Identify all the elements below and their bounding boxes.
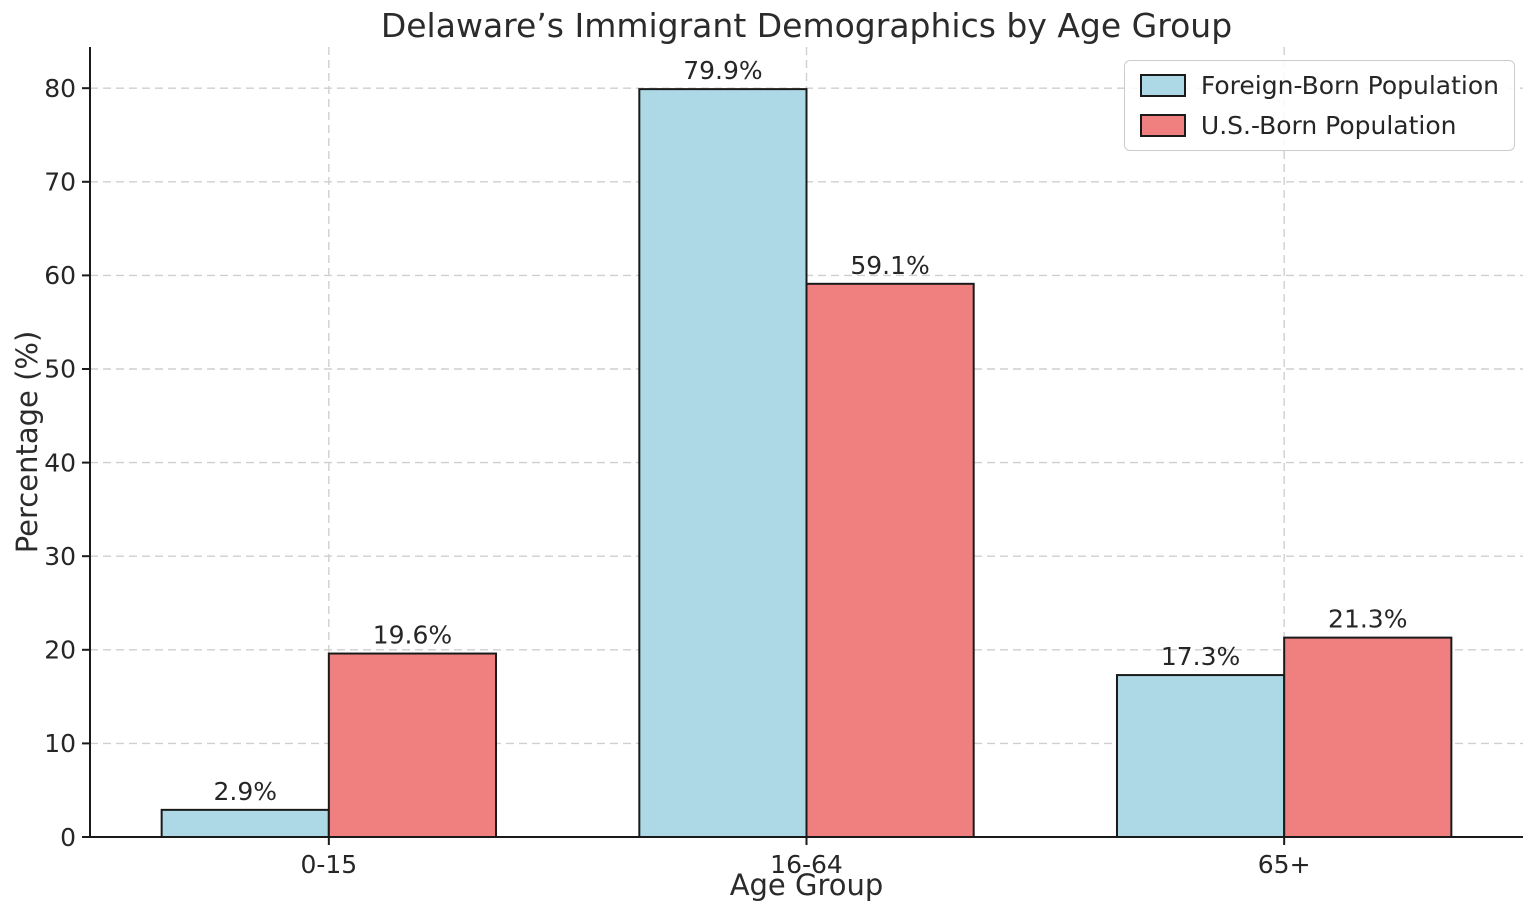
- y-tick-label: 50: [44, 355, 76, 384]
- legend: Foreign-Born Population U.S.-Born Popula…: [1123, 60, 1515, 151]
- y-tick-label: 70: [44, 168, 76, 197]
- bar-foreign-born-65+: [1115, 674, 1286, 838]
- legend-label-us-born: U.S.-Born Population: [1200, 110, 1457, 140]
- bar-foreign-born-0-15: [160, 808, 330, 839]
- bar-us-born-65+: [1283, 636, 1453, 839]
- y-tick-label: 30: [44, 542, 76, 571]
- legend-item-us-born: U.S.-Born Population: [1139, 110, 1499, 140]
- bar-value-label: 59.1%: [850, 251, 929, 280]
- x-tick-label-65+: 65+: [1258, 850, 1311, 879]
- bar-value-label: 19.6%: [373, 621, 452, 650]
- bar-us-born-16-64: [805, 282, 975, 838]
- bar-value-label: 17.3%: [1161, 642, 1240, 671]
- y-axis-title: Percentage (%): [10, 330, 44, 554]
- x-tick-label-16-64: 16-64: [770, 850, 843, 879]
- y-tick-label: 10: [44, 729, 76, 758]
- y-tick-label: 60: [44, 261, 76, 290]
- bar-foreign-born-16-64: [638, 88, 808, 838]
- y-tick-label: 0: [60, 823, 76, 852]
- legend-swatch-foreign-born: [1139, 74, 1186, 98]
- bar-value-label: 2.9%: [213, 777, 277, 806]
- legend-label-foreign-born: Foreign-Born Population: [1200, 71, 1499, 100]
- bar-value-label: 21.3%: [1328, 605, 1407, 634]
- x-tick-label-0-15: 0-15: [300, 850, 357, 879]
- y-tick-label: 40: [44, 448, 76, 477]
- bar-us-born-0-15: [327, 652, 498, 838]
- bar-value-label: 79.9%: [683, 56, 762, 85]
- y-tick-label: 80: [44, 74, 76, 103]
- y-tick-label: 20: [44, 636, 76, 665]
- legend-swatch-us-born: [1139, 113, 1186, 137]
- x-axis-title: Age Group: [729, 868, 884, 902]
- legend-item-foreign-born: Foreign-Born Population: [1139, 71, 1499, 100]
- chart-title: Delaware’s Immigrant Demographics by Age…: [380, 6, 1233, 45]
